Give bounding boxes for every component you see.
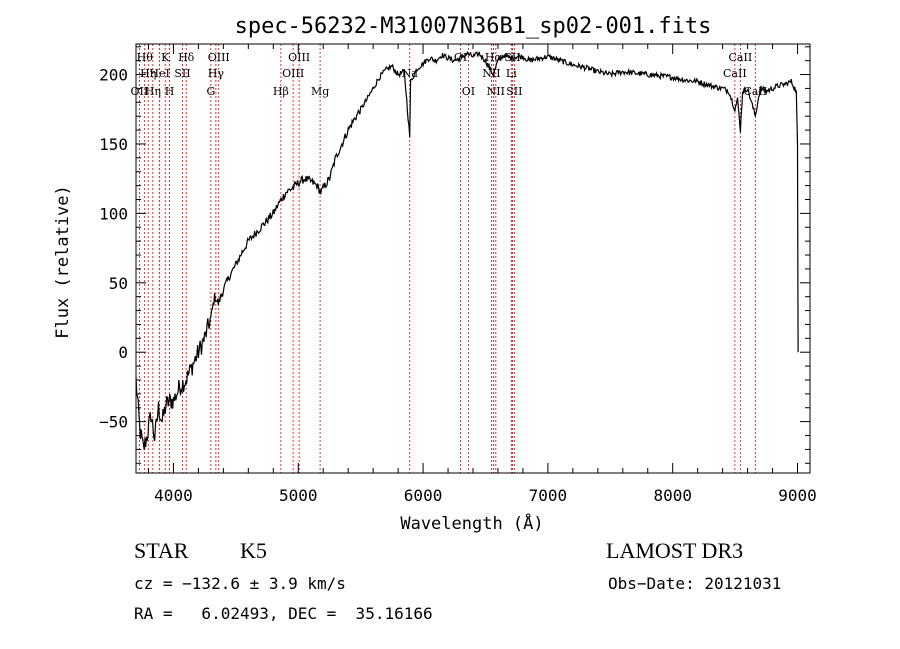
spectral-line-markers xyxy=(138,44,756,473)
spectral-line-label: Hη xyxy=(140,67,156,80)
spectral-line-label: SII xyxy=(506,85,522,98)
y-tick-label: −50 xyxy=(99,413,128,432)
flux-series-line xyxy=(135,50,799,450)
spectral-line-label: HeI xyxy=(149,67,169,80)
plot-frame xyxy=(135,43,811,474)
coordinates-readout: RA = 6.02493, DEC = 35.16166 xyxy=(134,604,433,623)
x-tick-label: 6000 xyxy=(404,486,443,505)
redshift-readout: cz = −132.6 ± 3.9 km/s xyxy=(134,574,346,593)
spectral-line-label: OIII xyxy=(282,67,304,80)
y-tick-label: 150 xyxy=(99,135,128,154)
spectral-line-label: Hβ xyxy=(273,85,289,98)
spectral-line-label: Hγ xyxy=(208,67,225,80)
spectral-line-label: Hθ xyxy=(137,51,154,64)
spectral-line-label: Mg xyxy=(311,85,329,98)
x-axis-ticks: 4000 5000 6000 7000 8000 9000 xyxy=(147,44,817,505)
y-tick-label: 100 xyxy=(99,204,128,223)
survey-name: LAMOST DR3 xyxy=(606,538,744,563)
x-tick-label: 7000 xyxy=(529,486,568,505)
object-subclass: K5 xyxy=(240,538,267,563)
spectral-line-label: H xyxy=(165,85,175,98)
spectral-line-label: Hδ xyxy=(178,51,195,64)
spectral-line-label: OII xyxy=(131,85,149,98)
spectral-line-label: OIII xyxy=(208,51,230,64)
y-tick-label: 200 xyxy=(99,66,128,85)
spectral-line-label: SII xyxy=(174,67,190,80)
spectral-line-label: Li xyxy=(506,67,517,80)
spectral-line-label: G xyxy=(206,85,215,98)
spectral-line-label: CaII xyxy=(729,51,753,64)
spectral-line-label: OI xyxy=(462,85,475,98)
y-axis-ticks: −50 0 50 100 150 200 xyxy=(99,46,810,464)
spectral-line-label: CaII xyxy=(723,67,747,80)
spectral-line-label: OI xyxy=(454,51,467,64)
y-tick-label: 0 xyxy=(118,343,128,362)
spectral-line-label: Hη xyxy=(145,85,161,98)
spectral-line-label: K xyxy=(161,51,170,64)
spectral-line-label: NII xyxy=(487,85,505,98)
x-tick-label: 5000 xyxy=(279,486,318,505)
chart-title: spec-56232-M31007N36B1_sp02-001.fits xyxy=(235,14,712,39)
spectral-line-label: OIII xyxy=(288,51,310,64)
object-class: STAR xyxy=(134,538,189,563)
x-axis-label: Wavelength (Å) xyxy=(400,512,543,534)
x-tick-label: 8000 xyxy=(653,486,692,505)
x-tick-label: 9000 xyxy=(778,486,817,505)
observation-date: Obs−Date: 20121031 xyxy=(608,574,782,593)
y-tick-label: 50 xyxy=(109,274,128,293)
spectral-line-labels: OIIHθHηHηHeIKHSIIHδGHγOIIIHβOIIIOIIIMgNa… xyxy=(131,51,768,98)
x-tick-label: 4000 xyxy=(154,486,193,505)
y-axis-label: Flux (relative) xyxy=(53,185,73,339)
